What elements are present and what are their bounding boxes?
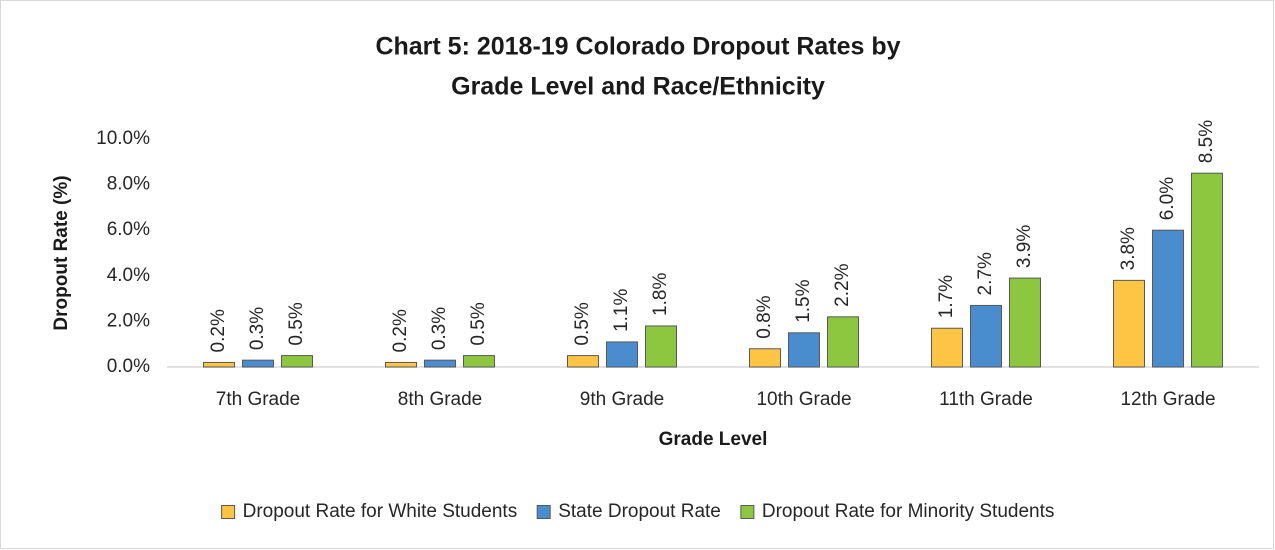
x-axis-title: Grade Level (659, 429, 768, 450)
data-label: 2.7% (975, 252, 996, 295)
bar (645, 325, 677, 368)
data-label: 0.5% (468, 302, 489, 345)
legend-label: State Dropout Rate (558, 501, 721, 522)
x-tick-label: 9th Grade (580, 389, 665, 410)
data-label: 0.5% (572, 302, 593, 345)
bar (567, 355, 599, 368)
bar (242, 359, 274, 368)
data-label: 6.0% (1157, 177, 1178, 220)
data-label: 1.1% (611, 289, 632, 332)
bar (970, 304, 1002, 368)
legend-swatch (536, 505, 551, 519)
x-tick-label: 11th Grade (939, 389, 1033, 410)
x-tick-label: 8th Grade (398, 389, 483, 410)
bar (1009, 277, 1041, 368)
data-label: 0.5% (286, 302, 307, 345)
bar (203, 361, 235, 368)
y-tick-label: 6.0% (107, 219, 150, 240)
bar (606, 341, 638, 368)
data-label: 0.3% (247, 307, 268, 350)
data-label: 1.5% (793, 279, 814, 322)
data-label: 3.8% (1118, 227, 1139, 270)
data-label: 1.7% (936, 275, 957, 318)
data-label: 8.5% (1196, 120, 1217, 163)
bar (1152, 229, 1184, 368)
bar (827, 316, 859, 368)
bar (749, 348, 781, 368)
x-tick-label: 10th Grade (756, 389, 851, 410)
bar (463, 355, 495, 368)
bar (424, 359, 456, 368)
y-axis-title: Dropout Rate (%) (51, 175, 72, 330)
chart-title: Grade Level and Race/Ethnicity (451, 73, 825, 101)
data-label: 3.9% (1014, 225, 1035, 268)
y-tick-label: 8.0% (107, 174, 150, 195)
data-label: 0.2% (208, 309, 229, 352)
chart-title: Chart 5: 2018-19 Colorado Dropout Rates … (375, 33, 900, 61)
data-label: 0.3% (429, 307, 450, 350)
data-label: 1.8% (650, 273, 671, 316)
bar (281, 355, 313, 368)
data-label: 0.2% (390, 309, 411, 352)
x-tick-label: 7th Grade (216, 389, 301, 410)
legend-swatch (221, 505, 236, 519)
data-label: 2.2% (832, 263, 853, 306)
legend-swatch (740, 505, 755, 519)
bar (931, 327, 963, 368)
bar (1113, 279, 1145, 368)
data-label: 0.8% (754, 295, 775, 338)
x-tick-label: 12th Grade (1120, 389, 1215, 410)
y-tick-label: 2.0% (107, 310, 150, 331)
y-tick-label: 4.0% (107, 265, 150, 286)
y-tick-label: 10.0% (96, 128, 150, 149)
legend-label: Dropout Rate for Minority Students (762, 501, 1055, 522)
legend-label: Dropout Rate for White Students (243, 501, 518, 522)
bar (385, 361, 417, 368)
bar (1191, 172, 1223, 368)
bar (788, 332, 820, 368)
y-tick-label: 0.0% (107, 356, 150, 377)
